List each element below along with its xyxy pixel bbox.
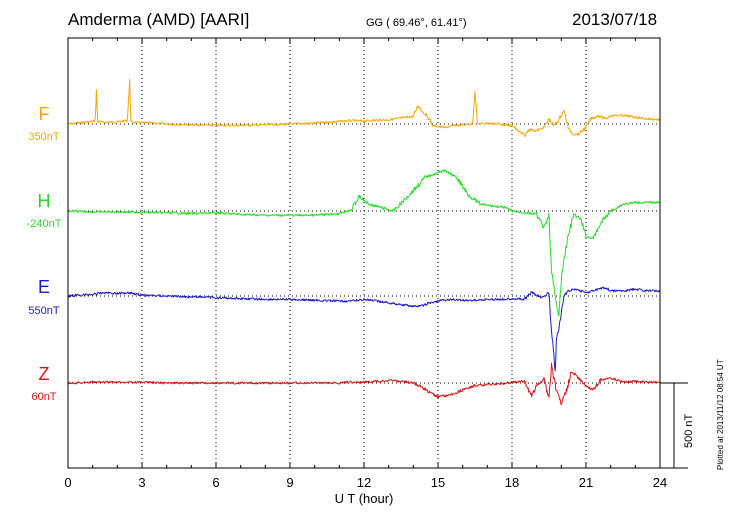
series-line-z bbox=[67, 362, 661, 406]
x-tick-label: 15 bbox=[431, 475, 445, 490]
date-label: 2013/07/18 bbox=[572, 10, 658, 29]
scale-bar: 500 nT bbox=[660, 382, 695, 469]
series-label-f: F bbox=[39, 104, 50, 124]
plotted-at-note: Plotted at 2013/11/12 08:54 UT bbox=[716, 359, 725, 470]
baseline-value-e: 550nT bbox=[28, 305, 59, 317]
x-tick-label: 3 bbox=[138, 475, 145, 490]
series-line-h bbox=[67, 169, 661, 316]
x-tick-label: 0 bbox=[64, 475, 71, 490]
baseline-value-h: -240nT bbox=[27, 218, 62, 230]
x-tick-label: 6 bbox=[212, 475, 219, 490]
baseline-value-z: 60nT bbox=[31, 391, 56, 403]
plot-frame bbox=[67, 37, 661, 469]
x-tick-label: 9 bbox=[286, 475, 293, 490]
baseline-value-f: 350nT bbox=[28, 131, 59, 143]
series-label-z: Z bbox=[39, 364, 50, 384]
x-tick-label: 12 bbox=[357, 475, 371, 490]
series-line-f bbox=[67, 78, 661, 138]
series-label-e: E bbox=[38, 277, 50, 297]
scale-bar-label: 500 nT bbox=[683, 413, 695, 448]
x-tick-label: 18 bbox=[505, 475, 519, 490]
station-title: Amderma (AMD) [AARI] bbox=[68, 10, 250, 29]
x-tick-label: 21 bbox=[579, 475, 593, 490]
coordinates-label: GG ( 69.46°, 61.41°) bbox=[366, 17, 467, 29]
x-axis-title: U T (hour) bbox=[335, 491, 394, 506]
series-line-e bbox=[67, 286, 661, 372]
series-label-h: H bbox=[38, 191, 51, 211]
x-tick-label: 24 bbox=[653, 475, 667, 490]
